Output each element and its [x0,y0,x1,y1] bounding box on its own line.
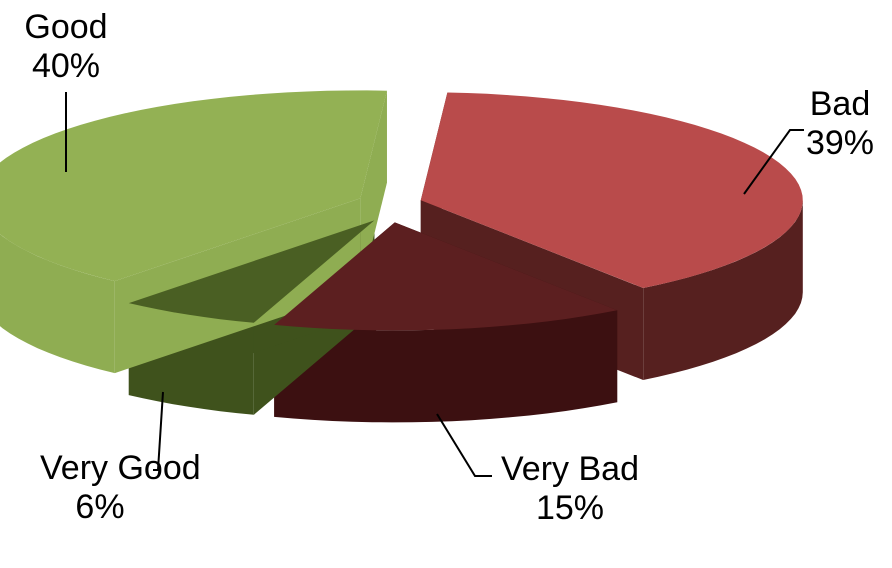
label-good-value: 40% [31,47,101,85]
slice-good [0,90,387,282]
label-very-good-name: Very Good [40,449,201,487]
slice-rim-very-bad [274,310,618,423]
slice-very-good [128,220,375,323]
label-very-bad-name: Very Bad [501,450,639,488]
leader-line-bad [743,129,804,195]
slice-rim-bad [643,200,803,380]
leader-line-very-good [153,391,164,471]
leader-lines [65,92,804,477]
label-very-good-value: 6% [75,488,125,526]
label-very-bad-value: 15% [535,489,605,527]
label-bad: Bad 39% [790,85,890,163]
label-very-good: Very Good 6% [40,449,201,527]
slice-tops [0,90,803,331]
slice-wall-good-end [360,90,387,291]
label-very-bad: Very Bad 15% [480,450,660,528]
label-bad-name: Bad [809,85,871,123]
slice-very-bad [274,222,618,331]
label-good: Good 40% [5,8,127,86]
label-good-name: Good [24,8,108,46]
leader-line-very-bad [436,413,492,477]
slice-rim-good [0,234,115,374]
label-bad-value: 39% [805,124,875,162]
slice-bad [420,92,803,288]
